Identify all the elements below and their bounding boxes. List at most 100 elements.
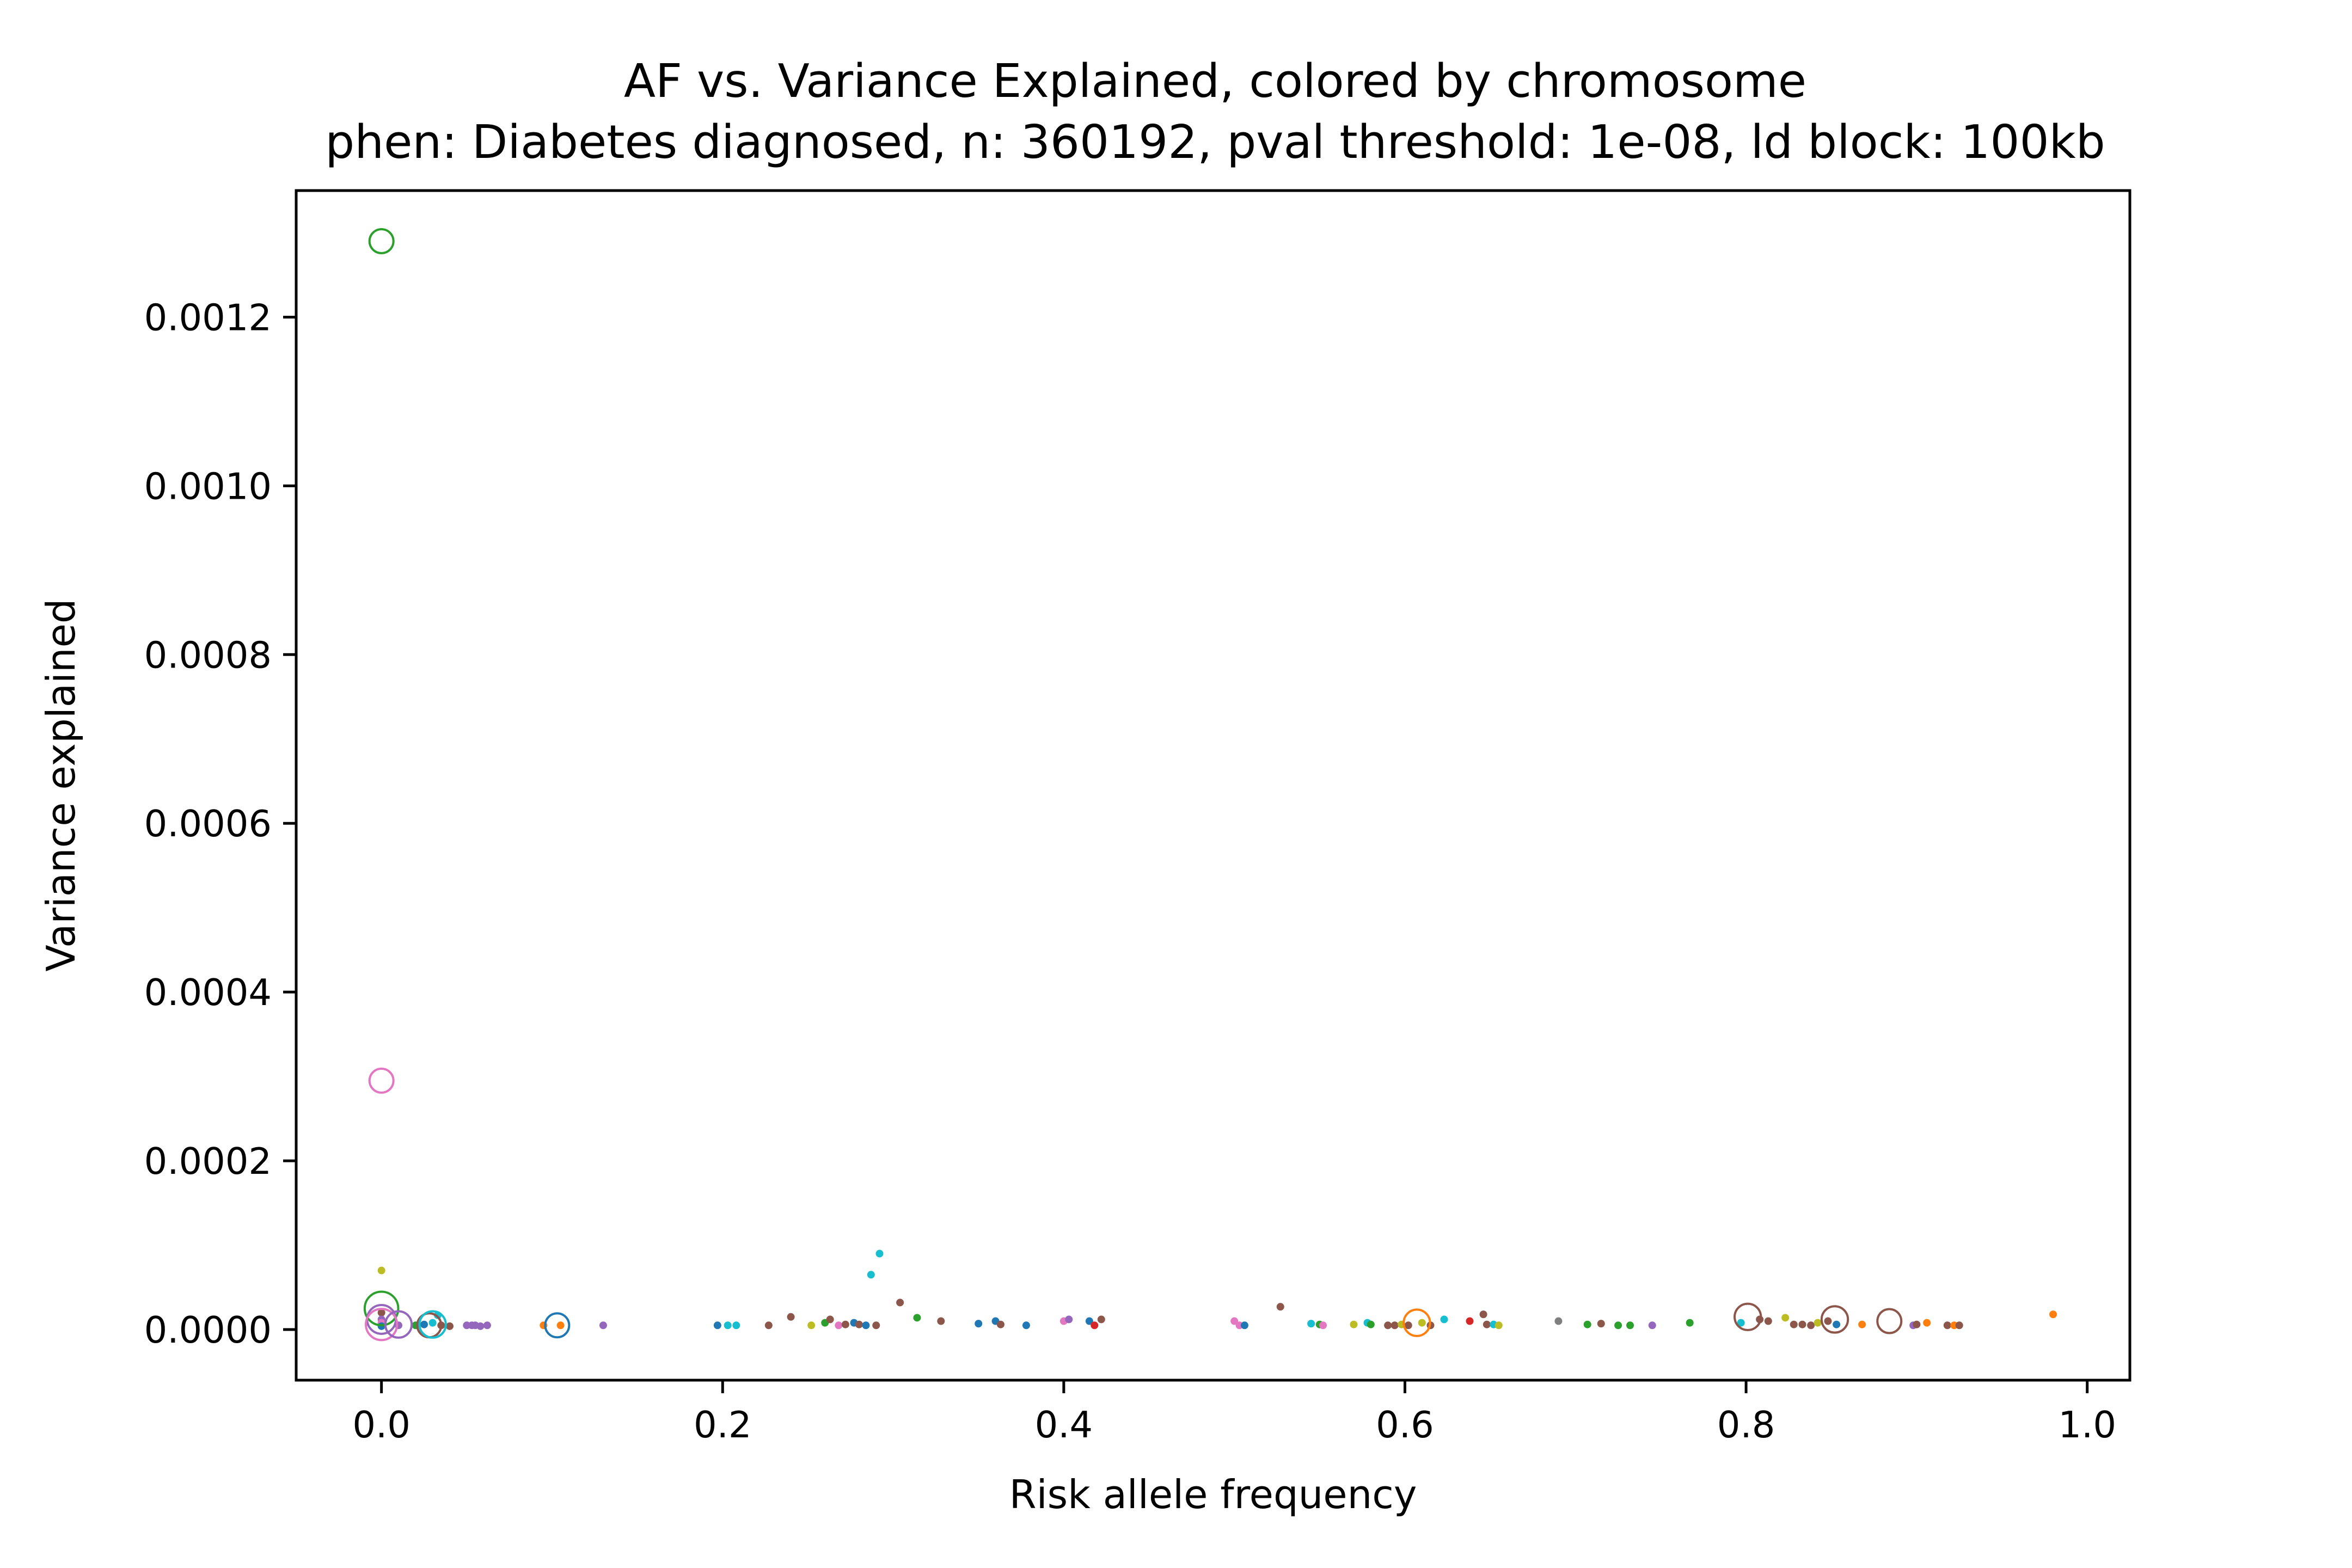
- data-point: [1790, 1320, 1798, 1328]
- y-tick-label: 0.0010: [144, 465, 272, 507]
- data-point: [1955, 1321, 1963, 1330]
- data-point: [764, 1321, 773, 1330]
- data-point-ring: [1876, 1308, 1903, 1334]
- data-point: [1798, 1320, 1806, 1328]
- data-point: [1943, 1321, 1951, 1330]
- data-point: [1097, 1315, 1105, 1324]
- data-point: [872, 1321, 880, 1330]
- data-point: [724, 1321, 732, 1330]
- data-point-ring: [384, 1310, 413, 1339]
- data-point: [875, 1250, 884, 1258]
- y-tick-label: 0.0002: [144, 1140, 272, 1183]
- data-point: [862, 1321, 870, 1330]
- data-point: [1807, 1321, 1815, 1330]
- data-point: [1764, 1317, 1772, 1325]
- data-point: [1022, 1321, 1030, 1330]
- data-point: [867, 1271, 875, 1279]
- data-point-ring: [1820, 1305, 1849, 1334]
- data-point: [1276, 1303, 1284, 1311]
- data-point-ring: [544, 1312, 571, 1339]
- data-point: [1494, 1321, 1503, 1330]
- data-point: [377, 1266, 385, 1275]
- chart-subtitle: phen: Diabetes diagnosed, n: 360192, pva…: [325, 115, 2105, 169]
- data-point-ring: [365, 1308, 399, 1342]
- data-point: [1781, 1314, 1790, 1322]
- y-tick-label: 0.0012: [144, 296, 272, 339]
- y-tick-label: 0.0004: [144, 971, 272, 1014]
- data-point: [1923, 1319, 1931, 1327]
- data-point: [1065, 1315, 1073, 1324]
- y-tick-label: 0.0000: [144, 1309, 272, 1351]
- data-point-ring: [1734, 1302, 1762, 1331]
- data-point: [377, 1309, 385, 1317]
- data-point: [1319, 1321, 1327, 1330]
- data-point: [1858, 1320, 1866, 1328]
- data-point: [1814, 1319, 1822, 1327]
- data-point: [420, 1320, 428, 1328]
- data-point: [841, 1320, 849, 1328]
- data-point: [1230, 1317, 1239, 1325]
- data-point-ring: [1402, 1308, 1431, 1337]
- data-point: [1686, 1319, 1694, 1327]
- data-point: [1824, 1317, 1832, 1325]
- data-point: [1367, 1320, 1375, 1328]
- data-point: [1307, 1320, 1315, 1328]
- data-point: [787, 1313, 795, 1321]
- data-point: [445, 1322, 454, 1330]
- plot-area: [296, 191, 2130, 1380]
- data-point-ring: [363, 1290, 400, 1327]
- data-point: [1833, 1320, 1841, 1328]
- data-point: [556, 1321, 565, 1330]
- x-axis-label: Risk allele frequency: [1009, 1472, 1417, 1517]
- data-point: [2049, 1310, 2057, 1319]
- data-point: [1091, 1321, 1099, 1330]
- x-tick-label: 0.0: [352, 1404, 411, 1446]
- x-tick-label: 0.6: [1376, 1404, 1434, 1446]
- data-point: [826, 1315, 834, 1324]
- chart-title: AF vs. Variance Explained, colored by ch…: [624, 54, 1806, 108]
- plot-frame: [295, 189, 2132, 1382]
- data-point: [713, 1321, 721, 1330]
- data-point: [1583, 1320, 1591, 1328]
- data-point: [937, 1317, 945, 1325]
- data-point-ring: [368, 1067, 395, 1094]
- data-point: [807, 1321, 816, 1330]
- data-point: [913, 1314, 921, 1322]
- y-axis-ticks: 0.0000 0.0002 0.0004 0.0006 0.0008 0.0010 0.00…: [144, 296, 296, 1351]
- data-point: [1404, 1321, 1412, 1330]
- data-point: [996, 1320, 1004, 1328]
- data-point: [599, 1321, 607, 1330]
- x-tick-label: 1.0: [2058, 1404, 2116, 1446]
- data-point: [1597, 1320, 1605, 1328]
- y-tick-label: 0.0006: [144, 803, 272, 845]
- data-point: [1440, 1315, 1448, 1324]
- data-point: [483, 1321, 491, 1330]
- x-axis-ticks: 0.0 0.2 0.4 0.6 0.8 1.0: [352, 1380, 2116, 1446]
- data-point: [1350, 1320, 1358, 1328]
- data-point-ring: [368, 228, 395, 254]
- data-point: [1479, 1310, 1487, 1319]
- data-point: [1466, 1317, 1474, 1325]
- data-point: [855, 1320, 863, 1328]
- data-point: [1626, 1321, 1634, 1330]
- data-point: [1418, 1319, 1426, 1327]
- y-axis-label: Variance explained: [38, 598, 84, 971]
- data-point: [1648, 1321, 1656, 1330]
- y-tick-label: 0.0008: [144, 634, 272, 676]
- data-point: [835, 1321, 843, 1330]
- data-point: [1085, 1317, 1093, 1325]
- data-point: [476, 1322, 485, 1330]
- data-point: [732, 1321, 740, 1330]
- x-tick-label: 0.4: [1035, 1404, 1093, 1446]
- data-point: [1240, 1321, 1248, 1330]
- data-point: [1384, 1321, 1392, 1330]
- chart-marks: [363, 228, 2057, 1342]
- x-tick-label: 0.8: [1717, 1404, 1775, 1446]
- data-point: [1554, 1317, 1563, 1325]
- data-point: [1913, 1320, 1921, 1328]
- data-point: [1737, 1319, 1745, 1327]
- data-point: [896, 1298, 904, 1307]
- data-point: [1391, 1321, 1399, 1330]
- data-point: [1483, 1320, 1491, 1328]
